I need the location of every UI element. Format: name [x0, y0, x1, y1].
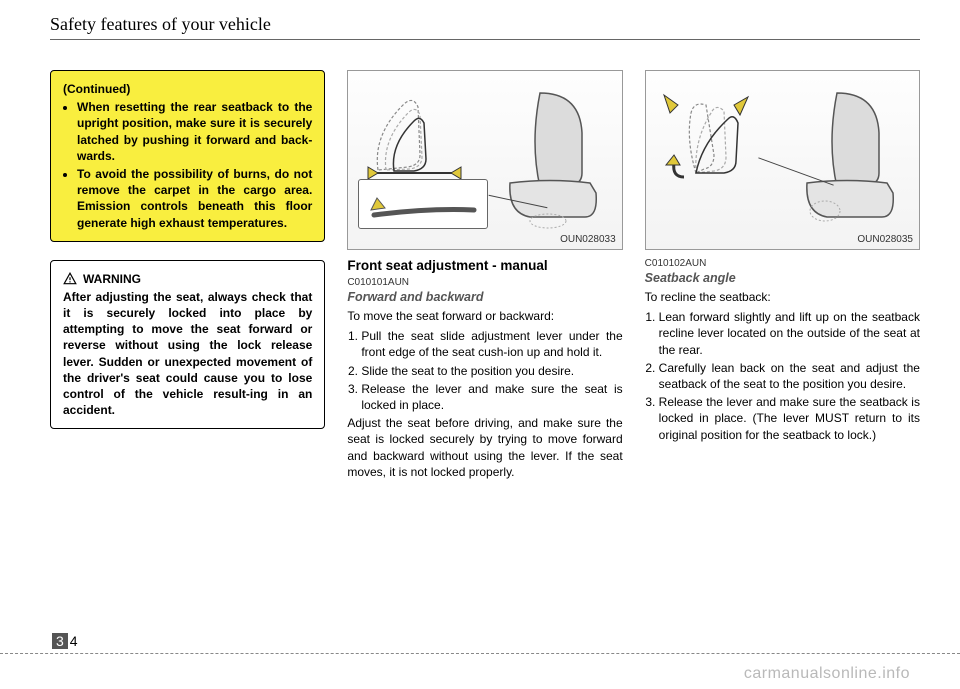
section-code: C010102AUN — [645, 258, 920, 269]
continued-heading: (Continued) — [63, 81, 312, 97]
section-title: Front seat adjustment - manual — [347, 258, 622, 273]
continued-list: When resetting the rear seatback to the … — [63, 99, 312, 231]
warning-icon — [63, 272, 77, 286]
figure-caption: OUN028033 — [560, 234, 616, 245]
warning-box: WARNING After adjusting the seat, always… — [50, 260, 325, 430]
page-header: Safety features of your vehicle — [50, 14, 920, 40]
outro-text: Adjust the seat before driving, and make… — [347, 415, 622, 480]
page-divider — [0, 653, 960, 654]
seat-icon — [490, 83, 610, 233]
column-left: (Continued) When resetting the rear seat… — [50, 70, 325, 484]
steps-list: Pull the seat slide adjustment lever und… — [347, 328, 622, 413]
section-number: 3 — [52, 633, 68, 649]
steps-list: Lean forward slightly and lift up on the… — [645, 309, 920, 443]
figure-inset — [358, 179, 488, 229]
figure-caption: OUN028035 — [857, 234, 913, 245]
columns: (Continued) When resetting the rear seat… — [50, 70, 920, 484]
watermark: carmanualsonline.info — [744, 665, 910, 683]
step-item: Release the lever and make sure the seat… — [659, 394, 920, 443]
section-code: C010101AUN — [347, 277, 622, 288]
step-item: Carefully lean back on the seat and adju… — [659, 360, 920, 392]
column-right: OUN028035 C010102AUN Seatback angle To r… — [645, 70, 920, 484]
section-body: To move the seat forward or backward: Pu… — [347, 308, 622, 480]
warning-title: WARNING — [83, 271, 141, 287]
lever-icon — [359, 180, 489, 230]
step-item: Lean forward slightly and lift up on the… — [659, 309, 920, 358]
page-content: Safety features of your vehicle (Continu… — [50, 14, 920, 654]
intro-text: To move the seat forward or backward: — [347, 308, 622, 324]
step-item: Slide the seat to the position you desir… — [361, 363, 622, 379]
section-subhead: Seatback angle — [645, 271, 920, 285]
step-item: Pull the seat slide adjustment lever und… — [361, 328, 622, 360]
seat-icon — [787, 83, 907, 233]
section-body: To recline the seatback: Lean forward sl… — [645, 289, 920, 443]
page-number-value: 4 — [70, 633, 78, 649]
seat-recline-schematic-icon — [656, 85, 776, 185]
column-middle: OUN028033 Front seat adjustment - manual… — [347, 70, 622, 484]
warning-text: After adjusting the seat, always check t… — [63, 289, 312, 419]
step-item: Release the lever and make sure the seat… — [361, 381, 622, 413]
figure-recline: OUN028035 — [645, 70, 920, 250]
continued-item: To avoid the possibility of burns, do no… — [77, 166, 312, 231]
page-number: 34 — [52, 633, 78, 649]
continued-box: (Continued) When resetting the rear seat… — [50, 70, 325, 242]
seat-schematic-icon — [358, 85, 478, 185]
continued-item: When resetting the rear seatback to the … — [77, 99, 312, 164]
section-subhead: Forward and backward — [347, 290, 622, 304]
warning-title-row: WARNING — [63, 271, 312, 287]
intro-text: To recline the seatback: — [645, 289, 920, 305]
figure-slide: OUN028033 — [347, 70, 622, 250]
